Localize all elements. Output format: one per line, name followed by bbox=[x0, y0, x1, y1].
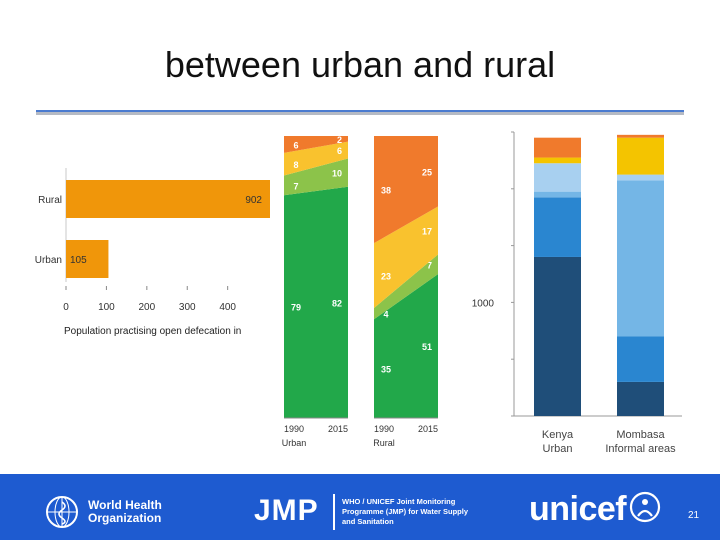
x-tick-label: 1990 bbox=[374, 424, 394, 434]
footer-bar bbox=[0, 474, 720, 540]
value-label: 902 bbox=[245, 195, 262, 206]
x-tick-label: 2015 bbox=[418, 424, 438, 434]
area-band bbox=[374, 274, 438, 418]
bar-segment bbox=[534, 157, 581, 164]
jmp-separator bbox=[333, 494, 335, 530]
unicef-logo: unicef bbox=[529, 490, 662, 529]
data-label: 7 bbox=[293, 181, 298, 191]
y-tick-label: 1000 bbox=[472, 298, 495, 309]
x-tick-label: Kenya bbox=[542, 429, 574, 441]
category-label: Urban bbox=[35, 255, 62, 266]
area-band bbox=[284, 141, 348, 176]
data-label: 79 bbox=[291, 303, 301, 313]
jmp-description: WHO / UNICEF Joint Monitoring Programme … bbox=[342, 497, 468, 526]
bar bbox=[66, 240, 109, 278]
bar bbox=[66, 180, 270, 218]
category-label: Rural bbox=[38, 195, 62, 206]
bar-segment bbox=[617, 174, 664, 181]
panel-label: Urban bbox=[282, 438, 306, 448]
x-tick-label: 200 bbox=[138, 302, 155, 313]
area-band bbox=[284, 158, 348, 196]
bar-segment bbox=[534, 191, 581, 198]
who-name-line2: Organization bbox=[88, 511, 162, 525]
data-label: 7 bbox=[427, 260, 432, 270]
unicef-wordmark: unicef bbox=[529, 490, 627, 528]
data-label: 6 bbox=[337, 146, 342, 156]
unicef-emblem-icon bbox=[630, 491, 661, 523]
bar-segment bbox=[617, 137, 664, 175]
panel-label: Rural bbox=[373, 438, 395, 448]
kenya-mombasa-stacked-chart: 1000 Kenya Urban Mombasa Informal areas bbox=[472, 131, 682, 455]
x-tick-label: 300 bbox=[179, 302, 196, 313]
bar-segment bbox=[534, 197, 581, 257]
bar-segment bbox=[617, 381, 664, 416]
x-tick-label: 100 bbox=[98, 302, 115, 313]
data-label: 4 bbox=[383, 310, 388, 320]
bar-segment bbox=[617, 180, 664, 337]
who-name-line1: World Health bbox=[88, 498, 162, 512]
bar-segment bbox=[534, 163, 581, 192]
data-label: 2 bbox=[337, 135, 342, 145]
area-band bbox=[374, 206, 438, 309]
title-divider bbox=[36, 110, 684, 112]
area-band bbox=[284, 186, 348, 418]
who-emblem-icon bbox=[46, 496, 78, 528]
x-tick-label: 2015 bbox=[328, 424, 348, 434]
data-label: 10 bbox=[332, 169, 342, 179]
x-tick-label: Urban bbox=[543, 443, 573, 455]
data-label: 38 bbox=[381, 186, 391, 196]
area-band bbox=[284, 136, 348, 153]
slide-title: between urban and rural bbox=[164, 44, 556, 85]
data-label: 17 bbox=[422, 226, 432, 236]
open-defecation-bar-chart: Rural 902 Urban 105 0 100 200 300 400 bbox=[35, 168, 270, 313]
area-band bbox=[374, 254, 438, 320]
bar-segment bbox=[534, 256, 581, 416]
bar-segment bbox=[617, 336, 664, 382]
data-label: 51 bbox=[422, 342, 432, 352]
chart-caption: Population practising open defecation in bbox=[64, 326, 242, 337]
data-label: 8 bbox=[293, 160, 298, 170]
x-tick-label: 1990 bbox=[284, 424, 304, 434]
title-divider-shadow bbox=[36, 112, 684, 115]
data-label: 25 bbox=[422, 167, 432, 177]
bar-segment bbox=[617, 134, 664, 138]
value-label: 105 bbox=[70, 255, 87, 266]
who-logo: World Health Organization bbox=[42, 494, 162, 530]
jmp-logo: JMP bbox=[254, 494, 319, 527]
x-tick-label: 0 bbox=[63, 302, 69, 313]
data-label: 23 bbox=[381, 272, 391, 282]
data-label: 6 bbox=[293, 140, 298, 150]
x-tick-label: Mombasa bbox=[616, 429, 665, 441]
data-label: 82 bbox=[332, 298, 342, 308]
bar-segment bbox=[534, 137, 581, 158]
data-label: 35 bbox=[381, 365, 391, 375]
page-number: 21 bbox=[688, 510, 700, 521]
x-tick-label: Informal areas bbox=[605, 443, 676, 455]
x-tick-label: 400 bbox=[219, 302, 236, 313]
area-band bbox=[374, 136, 438, 244]
